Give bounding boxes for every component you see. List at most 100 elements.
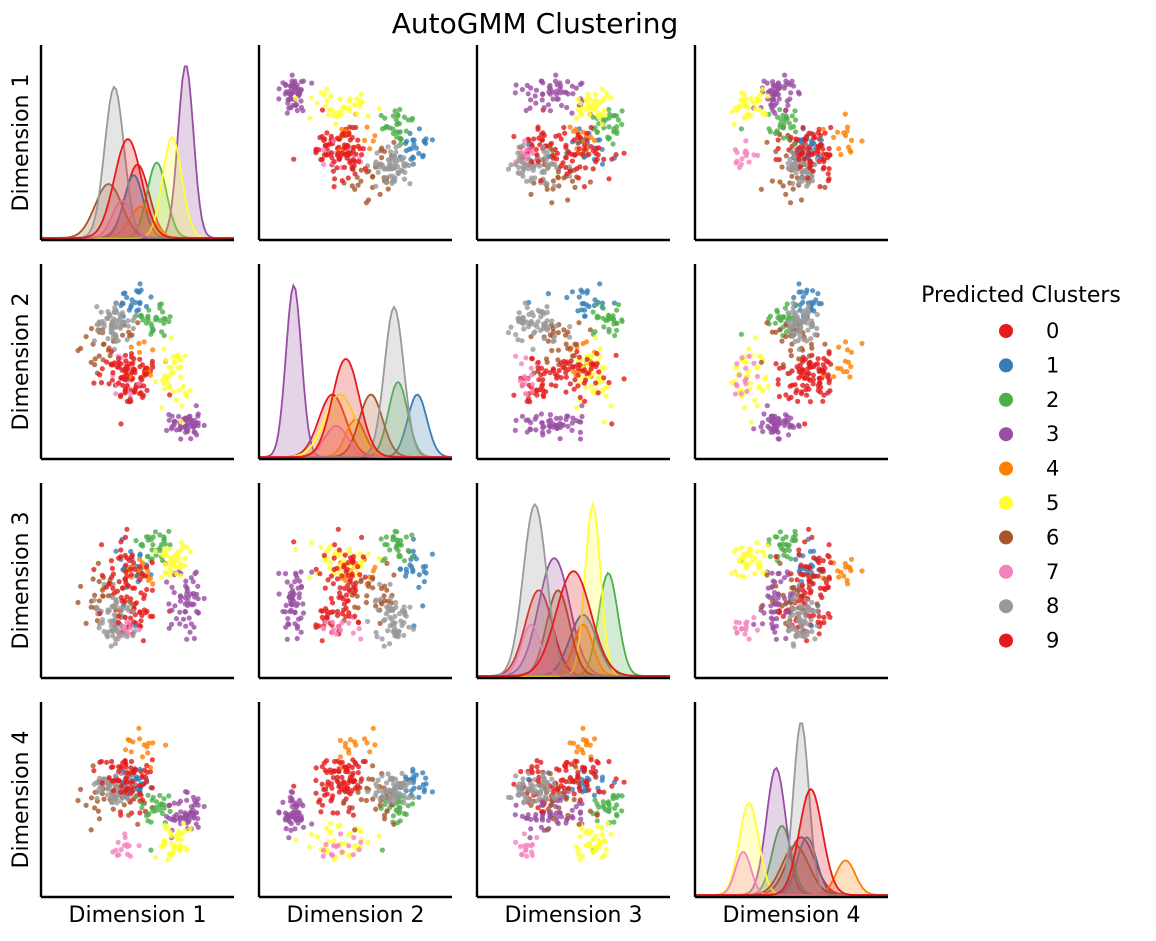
scatter-point-cluster-9 [122, 352, 129, 358]
legend-label-5: 5 [1046, 491, 1059, 515]
scatter-point-cluster-3 [545, 102, 552, 108]
scatter-point-cluster-0 [535, 769, 541, 775]
scatter-point-cluster-5 [597, 346, 603, 352]
scatter-point-cluster-5 [585, 91, 591, 98]
scatter-point-cluster-3 [528, 97, 534, 103]
scatter-point-cluster-9 [341, 130, 347, 136]
scatter-point-cluster-9 [139, 773, 145, 779]
scatter-point-cluster-3 [195, 796, 201, 802]
scatter-point-cluster-2 [384, 542, 390, 548]
scatter-point-cluster-1 [416, 794, 422, 800]
scatter-point-cluster-0 [321, 137, 327, 143]
scatter-point-cluster-9 [337, 136, 343, 142]
scatter-point-cluster-9 [149, 757, 155, 763]
scatter-point-cluster-9 [339, 573, 345, 579]
scatter-point-cluster-3 [176, 801, 182, 807]
scatter-point-cluster-6 [129, 601, 135, 607]
scatter-point-cluster-7 [743, 138, 749, 144]
scatter-point-cluster-3 [166, 417, 172, 423]
scatter-point-cluster-8 [792, 323, 798, 329]
scatter-point-cluster-9 [819, 566, 825, 573]
scatter-point-cluster-5 [376, 833, 382, 839]
scatter-point-cluster-1 [811, 308, 817, 314]
scatter-point-cluster-8 [526, 311, 532, 318]
scatter-point-cluster-8 [365, 789, 371, 795]
scatter-point-cluster-3 [523, 417, 529, 423]
scatter-point-cluster-6 [391, 139, 397, 145]
scatter-point-cluster-7 [323, 841, 329, 848]
scatter-point-cluster-1 [429, 789, 435, 795]
scatter-point-cluster-8 [379, 773, 385, 779]
scatter-point-cluster-9 [563, 374, 569, 380]
scatter-point-cluster-5 [752, 335, 758, 341]
scatter-point-cluster-8 [101, 324, 107, 330]
scatter-point-cluster-6 [358, 578, 364, 585]
scatter-point-cluster-7 [113, 391, 119, 397]
scatter-point-cluster-5 [590, 389, 596, 395]
scatter-point-cluster-6 [550, 816, 557, 822]
scatter-point-cluster-9 [98, 542, 105, 548]
scatter-point-cluster-7 [522, 843, 528, 849]
scatter-point-cluster-6 [379, 155, 385, 161]
scatter-point-cluster-5 [322, 103, 328, 109]
scatter-point-cluster-2 [610, 313, 616, 319]
scatter-point-cluster-0 [776, 365, 783, 371]
scatter-point-cluster-3 [296, 591, 303, 597]
scatter-point-cluster-5 [165, 571, 171, 577]
scatter-point-cluster-5 [354, 111, 360, 117]
legend-label-1: 1 [1046, 353, 1059, 377]
scatter-point-cluster-3 [527, 105, 533, 111]
scatter-point-cluster-1 [137, 301, 143, 307]
scatter-point-cluster-4 [574, 749, 580, 755]
scatter-point-cluster-8 [508, 162, 514, 168]
scatter-point-cluster-9 [788, 571, 794, 577]
scatter-point-cluster-8 [96, 319, 102, 325]
scatter-point-cluster-9 [131, 619, 137, 625]
scatter-point-cluster-9 [825, 171, 831, 177]
scatter-point-cluster-5 [601, 107, 608, 114]
scatter-point-cluster-9 [802, 539, 808, 545]
scatter-point-cluster-5 [760, 388, 766, 394]
scatter-point-cluster-3 [283, 624, 289, 630]
scatter-point-cluster-9 [809, 534, 815, 541]
scatter-point-cluster-9 [137, 564, 143, 570]
scatter-point-cluster-8 [805, 327, 811, 333]
kde-line-cluster-9 [477, 570, 670, 677]
scatter-point-cluster-9 [807, 377, 813, 383]
scatter-point-cluster-7 [124, 843, 130, 850]
scatter-point-cluster-9 [97, 611, 103, 617]
scatter-point-cluster-7 [736, 164, 743, 171]
scatter-point-cluster-8 [373, 183, 379, 189]
scatter-point-cluster-8 [101, 628, 107, 635]
scatter-point-cluster-6 [358, 167, 364, 173]
kde-fill-cluster-7 [695, 852, 888, 895]
scatter-point-cluster-6 [587, 808, 594, 814]
scatter-point-cluster-3 [298, 583, 304, 589]
scatter-point-cluster-5 [182, 390, 188, 396]
scatter-point-cluster-2 [144, 553, 151, 560]
y-axis-label-4: Dimension 4 [9, 731, 34, 869]
scatter-point-cluster-4 [848, 364, 854, 370]
scatter-point-cluster-2 [766, 316, 772, 322]
legend-label-2: 2 [1046, 388, 1059, 412]
scatter-point-cluster-6 [100, 341, 106, 347]
scatter-point-cluster-1 [579, 301, 585, 307]
scatter-point-cluster-5 [358, 91, 364, 98]
scatter-point-cluster-2 [788, 125, 794, 131]
scatter-point-cluster-2 [594, 818, 600, 824]
scatter-point-cluster-9 [97, 372, 103, 378]
scatter-point-cluster-3 [293, 102, 299, 108]
scatter-point-cluster-9 [118, 547, 124, 553]
scatter-point-cluster-3 [284, 579, 290, 585]
scatter-point-cluster-9 [806, 370, 812, 377]
scatter-point-cluster-0 [534, 392, 540, 398]
scatter-point-cluster-5 [595, 823, 601, 830]
scatter-point-cluster-3 [513, 802, 519, 808]
legend-title: Predicted Clusters [921, 283, 1121, 308]
scatter-point-cluster-4 [137, 736, 143, 742]
scatter-point-cluster-9 [349, 573, 355, 579]
scatter-point-cluster-9 [595, 390, 601, 396]
scatter-point-cluster-5 [376, 106, 382, 112]
scatter-point-cluster-6 [370, 776, 376, 783]
scatter-point-cluster-3 [283, 826, 289, 832]
